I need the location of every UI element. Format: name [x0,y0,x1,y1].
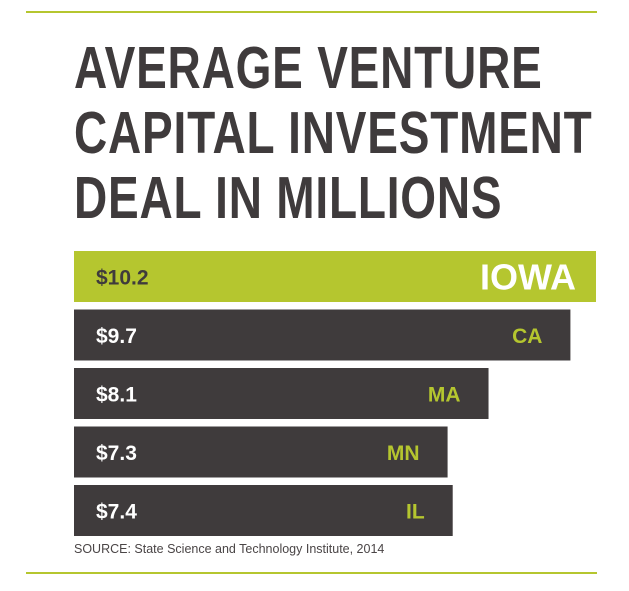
bar-iowa [74,251,596,302]
title-line-3: DEAL IN MILLIONS [74,165,503,231]
source-note: SOURCE: State Science and Technology Ins… [74,542,385,556]
category-label-mn: MN [387,442,420,465]
title-line-2: CAPITAL INVESTMENT [74,100,593,166]
category-label-ma: MA [428,384,461,407]
bar-mn [74,426,448,478]
category-label-iowa: IOWA [480,257,576,298]
value-label-ma: $8.1 [96,384,137,407]
value-label-iowa: $10.2 [96,267,149,290]
chart-title: AVERAGE VENTURE CAPITAL INVESTMENT DEAL … [74,36,593,231]
bar-il [74,485,453,536]
title-line-1: AVERAGE VENTURE [74,35,543,101]
bottom-rule [26,572,597,574]
top-rule [26,11,597,13]
category-label-il: IL [406,501,425,524]
value-label-ca: $9.7 [96,325,137,348]
bar-ca [74,309,571,361]
value-label-mn: $7.3 [96,442,137,465]
category-label-ca: CA [512,325,542,348]
value-label-il: $7.4 [96,501,137,524]
bar-ma [74,368,489,419]
